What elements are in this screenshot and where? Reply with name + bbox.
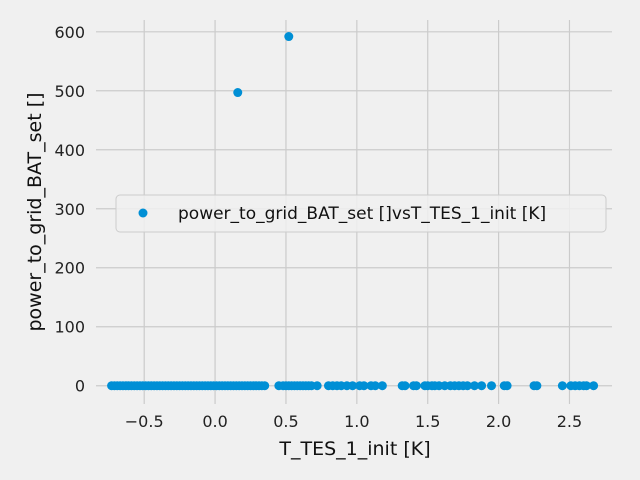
data-point xyxy=(312,381,322,391)
data-point xyxy=(581,381,591,391)
data-point xyxy=(502,381,512,391)
legend-label: power_to_grid_BAT_set []vsT_TES_1_init [… xyxy=(178,204,546,224)
x-tick-label: 1.0 xyxy=(344,412,369,431)
data-point xyxy=(260,381,270,391)
x-tick-labels: −0.5 0.0 0.5 1.0 1.5 2.0 2.5 xyxy=(125,412,582,431)
y-tick-labels: 0 100 200 300 400 500 600 xyxy=(54,23,85,396)
y-tick-label: 300 xyxy=(54,200,85,219)
data-point xyxy=(400,381,410,391)
data-point xyxy=(589,381,599,391)
legend-marker xyxy=(138,208,148,218)
data-point xyxy=(370,381,380,391)
legend: power_to_grid_BAT_set []vsT_TES_1_init [… xyxy=(115,194,607,233)
data-point xyxy=(487,381,497,391)
data-point xyxy=(233,88,243,98)
data-point xyxy=(557,381,567,391)
x-tick-label: −0.5 xyxy=(125,412,164,431)
y-tick-label: 600 xyxy=(54,23,85,42)
data-point xyxy=(469,381,479,391)
x-tick-label: 1.5 xyxy=(415,412,440,431)
data-point xyxy=(532,381,542,391)
x-tick-label: 0.5 xyxy=(273,412,298,431)
x-tick-label: 0.0 xyxy=(202,412,227,431)
x-tick-label: 2.5 xyxy=(557,412,582,431)
data-point xyxy=(284,32,294,42)
y-tick-label: 500 xyxy=(54,82,85,101)
y-tick-label: 400 xyxy=(54,141,85,160)
data-point xyxy=(359,381,369,391)
y-tick-label: 100 xyxy=(54,318,85,337)
data-point xyxy=(411,381,421,391)
x-tick-label: 2.0 xyxy=(486,412,511,431)
y-tick-label: 200 xyxy=(54,259,85,278)
x-axis-label: T_TES_1_init [K] xyxy=(278,438,430,460)
y-axis-label: power_to_grid_BAT_set [] xyxy=(24,92,46,331)
data-point xyxy=(462,381,472,391)
y-tick-label: 0 xyxy=(75,377,85,396)
data-point xyxy=(477,381,487,391)
data-points xyxy=(107,32,599,391)
legend-box xyxy=(115,194,607,233)
data-point xyxy=(348,381,358,391)
data-point xyxy=(377,381,387,391)
